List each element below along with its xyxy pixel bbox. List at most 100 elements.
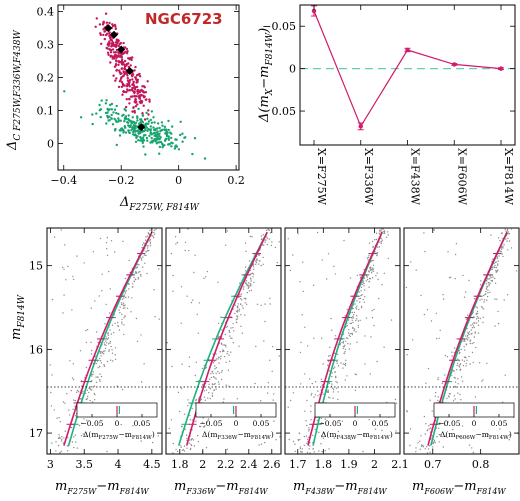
field-star [297, 233, 299, 235]
pop1-point [159, 140, 163, 144]
field-star [71, 441, 74, 443]
field-star [180, 286, 183, 288]
field-star [74, 415, 77, 417]
field-star [442, 422, 445, 425]
field-star [265, 239, 267, 241]
field-star [89, 399, 91, 402]
field-star [114, 358, 117, 361]
field-star [109, 359, 112, 361]
field-star [170, 419, 173, 421]
field-star [333, 437, 336, 439]
pop1-point [150, 137, 153, 140]
field-star [107, 332, 109, 334]
pop1-point [117, 117, 120, 120]
pop1-point [142, 134, 146, 137]
field-star [322, 363, 324, 365]
field-star [63, 294, 65, 296]
pop1-point [108, 119, 111, 122]
field-star [221, 369, 223, 372]
pop1-point [154, 140, 157, 143]
field-star [92, 373, 94, 375]
field-star [321, 436, 323, 438]
field-star [59, 421, 61, 423]
field-star [385, 236, 388, 238]
field-star [485, 288, 488, 290]
field-star [383, 231, 386, 233]
field-star [174, 236, 177, 238]
x-tick-label: 3 [47, 458, 54, 471]
field-star [100, 375, 103, 378]
field-star [158, 318, 160, 320]
field-star [342, 363, 344, 365]
field-star [245, 298, 247, 300]
delta-color-panel: X=F275W X=F336W X=F438W X=F606W X=F814W−0.05… [257, 4, 516, 206]
field-star [141, 423, 143, 426]
field-star [194, 374, 196, 377]
field-star [209, 397, 211, 400]
category-label: X=F438W [409, 148, 422, 206]
inset-tick-label: 0 [472, 419, 477, 428]
pop1-point [177, 148, 181, 151]
pop1-point [113, 117, 116, 121]
field-star [358, 291, 360, 293]
field-star [317, 395, 319, 397]
field-star [148, 249, 150, 252]
field-star [230, 337, 232, 339]
field-star [486, 299, 488, 301]
field-star [217, 381, 220, 383]
field-star [114, 322, 116, 325]
field-star [447, 251, 449, 253]
field-star [432, 446, 434, 448]
field-star [303, 435, 305, 438]
field-star [234, 312, 236, 315]
field-star [249, 284, 252, 286]
field-star [204, 399, 207, 401]
field-star [223, 355, 226, 358]
field-star [83, 262, 85, 264]
field-star [63, 437, 65, 439]
field-star [117, 325, 120, 327]
field-star [274, 246, 277, 249]
field-star [100, 362, 103, 364]
field-star [215, 388, 217, 390]
field-star [355, 319, 357, 322]
field-star [73, 278, 75, 281]
chromosome-map-frame [57, 4, 240, 171]
field-star [240, 299, 243, 301]
pop2-point [114, 51, 118, 54]
field-star [371, 270, 373, 272]
pop1-point [122, 131, 125, 134]
field-star [135, 270, 137, 273]
field-star [342, 340, 345, 343]
pop1-point [123, 125, 127, 128]
field-star [273, 393, 275, 395]
pop1-point [98, 109, 102, 112]
field-star [508, 240, 511, 242]
field-star [475, 318, 478, 320]
field-star [469, 339, 472, 341]
pop1-point [131, 116, 134, 119]
field-star [232, 323, 234, 325]
field-star [469, 363, 471, 365]
field-star [221, 378, 223, 381]
field-star [123, 333, 125, 336]
field-star [376, 272, 378, 274]
pop2-point [106, 51, 110, 54]
field-star [438, 434, 440, 436]
field-star [215, 372, 217, 375]
field-star [176, 450, 179, 453]
pop1-point [129, 124, 133, 127]
field-star [103, 364, 105, 366]
pop1-point [157, 141, 161, 144]
field-star [448, 277, 451, 279]
field-star [484, 293, 486, 296]
field-star [486, 362, 488, 365]
field-star [369, 373, 371, 375]
field-star [91, 380, 93, 382]
pop1-point [153, 121, 156, 124]
field-star [498, 255, 500, 257]
field-star [98, 295, 101, 297]
field-star [475, 313, 478, 316]
field-star [214, 365, 216, 367]
field-star [367, 259, 369, 261]
